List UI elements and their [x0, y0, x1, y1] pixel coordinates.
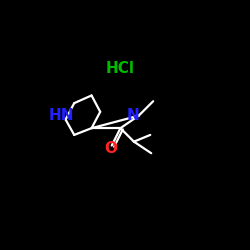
Text: O: O	[104, 141, 117, 156]
Text: N: N	[126, 108, 139, 123]
Text: HCl: HCl	[106, 61, 135, 76]
Text: HN: HN	[49, 108, 74, 123]
